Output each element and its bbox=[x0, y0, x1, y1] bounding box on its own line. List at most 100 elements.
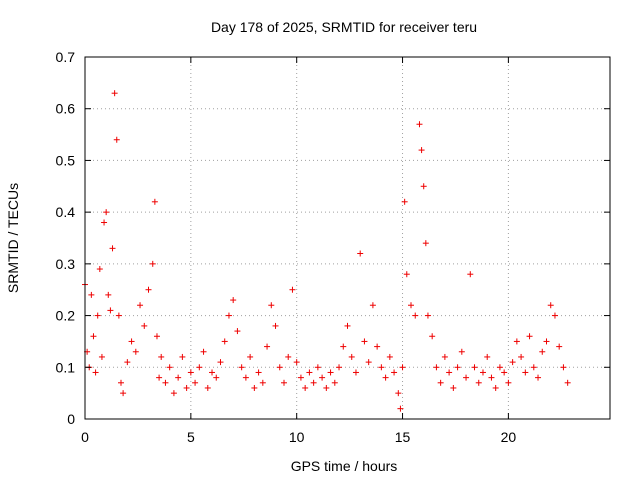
x-tick-label: 20 bbox=[501, 429, 517, 445]
data-point bbox=[539, 348, 546, 355]
data-point bbox=[518, 353, 525, 360]
data-point bbox=[564, 379, 571, 386]
data-point bbox=[361, 338, 368, 345]
data-point bbox=[213, 374, 220, 381]
data-point bbox=[397, 405, 404, 412]
data-point bbox=[94, 312, 101, 319]
y-tick-label: 0.5 bbox=[56, 152, 76, 168]
data-point bbox=[306, 369, 313, 376]
data-point bbox=[170, 390, 177, 397]
y-axis-label: SRMTID / TECUs bbox=[5, 183, 21, 293]
data-point bbox=[446, 369, 453, 376]
data-point bbox=[156, 374, 163, 381]
data-point bbox=[374, 343, 381, 350]
data-point bbox=[272, 322, 279, 329]
data-point bbox=[209, 369, 216, 376]
data-point bbox=[543, 338, 550, 345]
data-point bbox=[458, 348, 465, 355]
data-point bbox=[547, 302, 554, 309]
chart-title: Day 178 of 2025, SRMTID for receiver ter… bbox=[211, 19, 477, 35]
data-point bbox=[103, 209, 110, 216]
data-point bbox=[501, 369, 508, 376]
data-point bbox=[179, 353, 186, 360]
data-point bbox=[242, 374, 249, 381]
data-point bbox=[113, 136, 120, 143]
data-point bbox=[408, 302, 415, 309]
data-point bbox=[117, 379, 124, 386]
data-point bbox=[149, 260, 156, 267]
data-point bbox=[340, 343, 347, 350]
data-point bbox=[120, 390, 127, 397]
data-point bbox=[422, 240, 429, 247]
data-point bbox=[471, 364, 478, 371]
data-point bbox=[141, 322, 148, 329]
data-point bbox=[488, 374, 495, 381]
data-point bbox=[420, 183, 427, 190]
data-point bbox=[535, 374, 542, 381]
data-point bbox=[323, 384, 330, 391]
data-point bbox=[336, 364, 343, 371]
data-point bbox=[463, 374, 470, 381]
data-point bbox=[238, 364, 245, 371]
data-point bbox=[225, 312, 232, 319]
data-point bbox=[289, 286, 296, 293]
data-point bbox=[556, 343, 563, 350]
data-point bbox=[111, 90, 118, 97]
plot-frame bbox=[84, 56, 611, 420]
data-point bbox=[151, 198, 158, 205]
data-point bbox=[276, 364, 283, 371]
data-point bbox=[98, 353, 105, 360]
data-point bbox=[101, 219, 108, 226]
data-point bbox=[255, 369, 262, 376]
data-point bbox=[526, 333, 533, 340]
data-point bbox=[187, 369, 194, 376]
data-point bbox=[247, 353, 254, 360]
data-point bbox=[378, 364, 385, 371]
data-point bbox=[433, 364, 440, 371]
x-tick-label: 10 bbox=[289, 429, 305, 445]
data-point bbox=[264, 343, 271, 350]
data-point bbox=[412, 312, 419, 319]
data-point bbox=[124, 359, 131, 366]
data-point bbox=[513, 338, 520, 345]
data-point bbox=[319, 374, 326, 381]
data-point bbox=[454, 364, 461, 371]
data-point bbox=[551, 312, 558, 319]
y-tick-label: 0.3 bbox=[56, 256, 76, 272]
data-point bbox=[475, 379, 482, 386]
data-point bbox=[297, 374, 304, 381]
data-point bbox=[175, 374, 182, 381]
data-point bbox=[467, 271, 474, 278]
data-point bbox=[348, 353, 355, 360]
data-point bbox=[530, 364, 537, 371]
data-point bbox=[128, 338, 135, 345]
data-point bbox=[183, 384, 190, 391]
data-point bbox=[441, 353, 448, 360]
x-tick-label: 0 bbox=[81, 429, 89, 445]
data-point bbox=[158, 353, 165, 360]
data-point bbox=[357, 250, 364, 257]
data-point bbox=[403, 271, 410, 278]
data-point bbox=[424, 312, 431, 319]
y-tick-label: 0.6 bbox=[56, 101, 76, 117]
x-axis-label: GPS time / hours bbox=[291, 458, 398, 474]
data-point bbox=[88, 291, 95, 298]
data-point bbox=[391, 369, 398, 376]
data-point bbox=[259, 379, 266, 386]
data-point bbox=[492, 384, 499, 391]
data-point bbox=[145, 286, 152, 293]
data-point bbox=[96, 266, 103, 273]
data-point bbox=[285, 353, 292, 360]
data-point bbox=[327, 369, 334, 376]
data-point bbox=[369, 302, 376, 309]
data-point bbox=[268, 302, 275, 309]
data-point bbox=[302, 384, 309, 391]
data-point bbox=[314, 364, 321, 371]
data-point bbox=[344, 322, 351, 329]
data-point bbox=[109, 245, 116, 252]
data-point bbox=[115, 312, 122, 319]
data-point bbox=[166, 364, 173, 371]
y-axis-ticks: 0 0.1 0.2 0.3 0.4 0.5 0.6 0.7 bbox=[56, 49, 610, 427]
data-point bbox=[230, 297, 237, 304]
